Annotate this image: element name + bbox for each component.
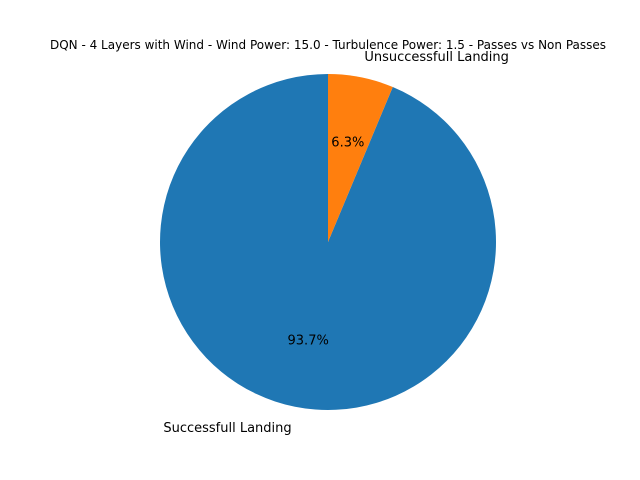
slice-percent-unsuccessfull-landing: 6.3% [331, 136, 364, 151]
pie-slice-successfull-landing [160, 74, 497, 411]
chart-title: DQN - 4 Layers with Wind - Wind Power: 1… [50, 38, 606, 52]
slice-label-successfull-landing: Successfull Landing [163, 421, 291, 436]
pie-slices [160, 74, 497, 411]
slice-label-unsuccessfull-landing: Unsuccessfull Landing [364, 50, 509, 65]
pie-slice-unsuccessfull-landing [328, 74, 393, 242]
pie-labels: Successfull Landing 93.7% Unsuccessfull La… [163, 50, 509, 436]
slice-percent-successfull-landing: 93.7% [288, 333, 329, 348]
